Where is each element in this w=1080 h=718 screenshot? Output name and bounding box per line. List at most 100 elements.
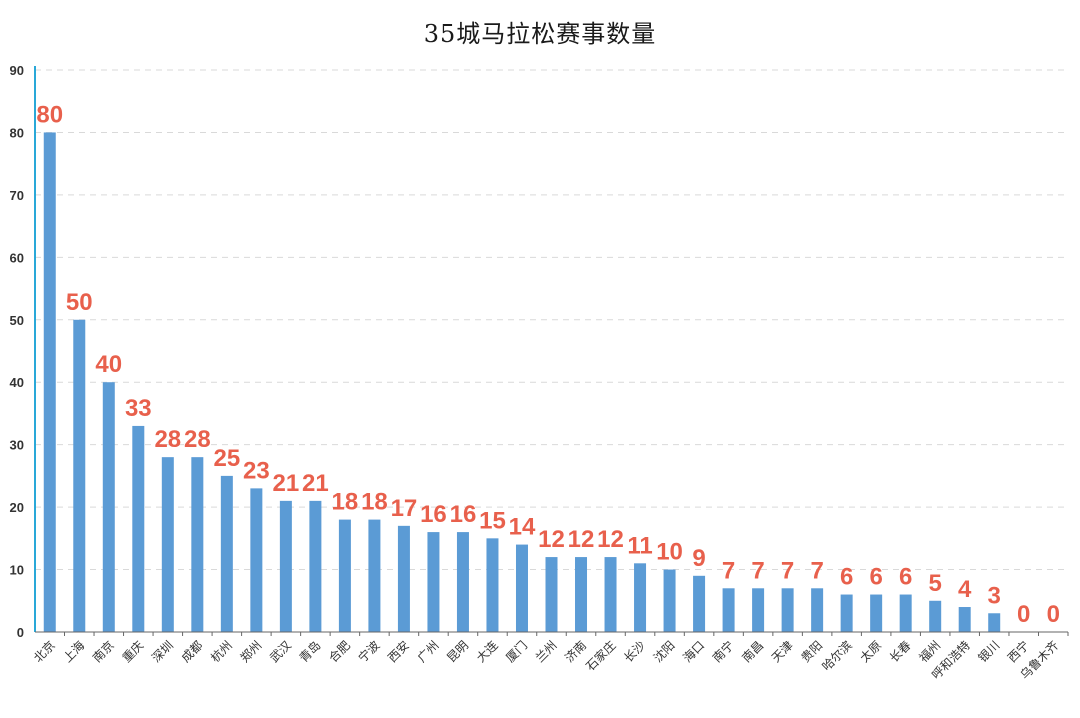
data-label: 16	[420, 501, 447, 528]
data-label: 80	[36, 101, 63, 128]
data-label: 28	[154, 426, 181, 453]
x-tick-label: 昆明	[444, 638, 471, 665]
x-tick-label: 西安	[384, 638, 412, 666]
bar	[811, 588, 824, 632]
data-label: 14	[509, 514, 536, 541]
y-tick-label: 70	[10, 188, 24, 203]
chart-title: 35城马拉松赛事数量	[423, 20, 657, 48]
data-label: 11	[627, 532, 652, 559]
bar	[693, 575, 706, 632]
x-tick-label: 厦门	[503, 638, 531, 666]
bar	[870, 594, 883, 632]
data-label: 18	[332, 489, 359, 516]
bar	[191, 457, 204, 632]
bar	[899, 594, 912, 632]
x-tick-label: 南京	[89, 638, 117, 666]
data-label: 21	[302, 470, 329, 497]
x-tick-label: 哈尔滨	[819, 638, 855, 674]
data-label: 7	[781, 557, 794, 584]
bar	[309, 500, 322, 632]
data-label: 7	[751, 557, 764, 584]
x-tick-label: 武汉	[267, 638, 294, 665]
bar	[781, 588, 794, 632]
x-tick-label: 宁波	[355, 638, 383, 666]
x-tick-label: 石家庄	[583, 638, 619, 674]
data-label: 12	[597, 526, 624, 553]
data-label: 7	[810, 557, 823, 584]
data-label: 7	[722, 557, 735, 584]
y-tick-label: 10	[10, 563, 24, 578]
x-tick-label: 广州	[415, 638, 442, 665]
bar	[250, 488, 263, 632]
bar	[840, 594, 853, 632]
x-tick-label: 北京	[31, 638, 58, 665]
bar	[338, 519, 351, 632]
bar	[958, 607, 971, 632]
bar	[161, 457, 174, 632]
bar	[397, 525, 410, 632]
bars	[43, 132, 1001, 632]
bar	[575, 557, 588, 632]
x-tick-label: 太原	[857, 638, 885, 666]
data-label: 0	[1047, 601, 1060, 628]
y-tick-label: 60	[10, 250, 24, 265]
x-tick-label: 长沙	[621, 638, 648, 665]
data-label: 40	[95, 351, 122, 378]
y-tick-label: 20	[10, 500, 24, 515]
bar	[929, 600, 942, 632]
data-label: 10	[656, 539, 683, 566]
data-label: 21	[273, 470, 300, 497]
data-label: 50	[66, 289, 93, 316]
data-label: 9	[692, 545, 705, 572]
x-tick-label: 青岛	[296, 638, 324, 666]
data-label: 4	[958, 576, 972, 603]
data-label: 6	[840, 564, 853, 591]
x-tick-label: 杭州	[207, 638, 235, 666]
bar	[456, 532, 469, 632]
data-label: 12	[568, 526, 595, 553]
x-tick-label: 长春	[887, 638, 914, 665]
x-tick-label: 银川	[975, 638, 1002, 665]
data-label: 15	[479, 507, 506, 534]
bar	[752, 588, 765, 632]
x-tick-label: 兰州	[533, 638, 560, 665]
bar	[427, 532, 440, 632]
bar	[73, 319, 86, 632]
x-tick-label: 上海	[60, 638, 88, 666]
x-tick-label: 沈阳	[650, 638, 678, 666]
y-tick-label: 50	[10, 313, 24, 328]
data-label: 23	[243, 457, 270, 484]
bar	[634, 563, 647, 632]
y-tick-label: 30	[10, 438, 24, 453]
y-tick-label: 80	[10, 125, 24, 140]
axes	[34, 66, 1069, 636]
bar	[279, 500, 292, 632]
x-tick-label: 大连	[473, 638, 501, 666]
bar	[486, 538, 499, 632]
data-label: 0	[1017, 601, 1030, 628]
x-tick-label: 重庆	[120, 638, 147, 665]
bar	[722, 588, 735, 632]
bar	[102, 382, 115, 632]
data-label: 18	[361, 489, 388, 516]
data-label: 17	[391, 495, 418, 522]
x-tick-label: 深圳	[149, 638, 176, 665]
x-tick-label: 南昌	[739, 638, 767, 666]
data-label: 16	[450, 501, 477, 528]
bar	[604, 557, 617, 632]
data-label: 5	[929, 570, 942, 597]
data-label: 33	[125, 395, 152, 422]
bar	[545, 557, 558, 632]
bar	[515, 544, 528, 632]
x-tick-label: 海口	[680, 638, 708, 666]
bar	[368, 519, 381, 632]
bar	[988, 613, 1001, 632]
data-label: 3	[988, 582, 1001, 609]
data-label: 6	[869, 564, 882, 591]
x-tick-label: 成都	[179, 638, 206, 665]
x-tick-label: 天津	[769, 638, 796, 665]
x-tick-label: 合肥	[325, 638, 353, 666]
data-label: 12	[538, 526, 565, 553]
x-tick-label: 南宁	[709, 638, 737, 666]
